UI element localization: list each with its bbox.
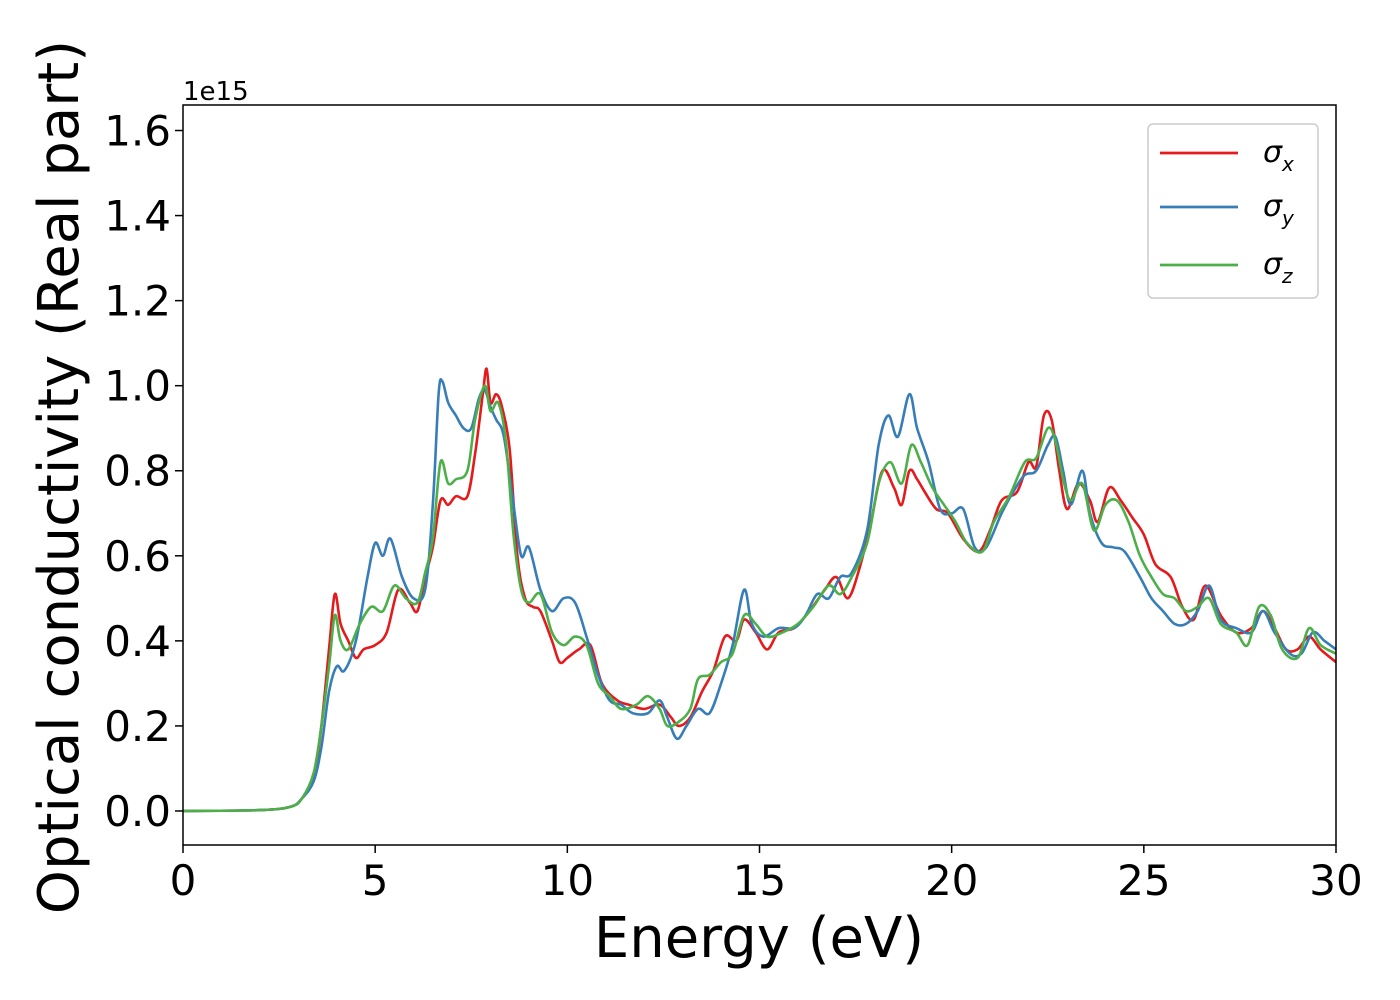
series-line-y (183, 378, 1336, 813)
y-tick-label: 0.0 (104, 787, 171, 836)
x-axis-label: Energy (eV) (594, 906, 924, 971)
y-tick-label: 1.6 (104, 107, 171, 156)
legend-subscript: z (1281, 264, 1293, 288)
legend-label-x: σx (1263, 135, 1294, 176)
y-tick-label: 1.0 (104, 362, 171, 411)
y-tick-label: 0.4 (104, 617, 171, 666)
x-axis-ticks: 0 5 10 15 20 25 30 (170, 845, 1363, 905)
legend-symbol: σ (1263, 135, 1283, 170)
legend-frame (1147, 123, 1319, 299)
x-tick-label: 10 (541, 856, 594, 905)
y-tick-label: 1.2 (104, 277, 171, 326)
series-line-z (183, 384, 1336, 813)
y-tick-label: 0.6 (104, 532, 171, 581)
x-tick-label: 30 (1309, 856, 1362, 905)
series-layer (183, 367, 1336, 813)
legend-symbol: σ (1263, 247, 1283, 282)
legend-symbol: σ (1263, 189, 1283, 224)
legend-label-z: σz (1263, 247, 1293, 288)
legend-subscript: y (1281, 206, 1295, 230)
legend-subscript: x (1281, 152, 1294, 176)
y-tick-label: 0.8 (104, 447, 171, 496)
y-axis-label: Optical conductivity (Real part) (27, 40, 92, 914)
x-tick-label: 20 (925, 856, 978, 905)
y-tick-label: 1.4 (104, 192, 171, 241)
x-tick-label: 15 (733, 856, 786, 905)
y-offset-label: 1e15 (183, 77, 249, 107)
legend-label-y: σy (1263, 189, 1295, 230)
x-tick-label: 25 (1117, 856, 1170, 905)
x-tick-label: 0 (170, 856, 197, 905)
y-tick-label: 0.2 (104, 702, 171, 751)
y-axis-ticks: 0.0 0.2 0.4 0.6 0.8 1.0 1.2 1.4 1.6 (104, 107, 183, 836)
x-tick-label: 5 (362, 856, 389, 905)
series-line-x (183, 367, 1336, 813)
